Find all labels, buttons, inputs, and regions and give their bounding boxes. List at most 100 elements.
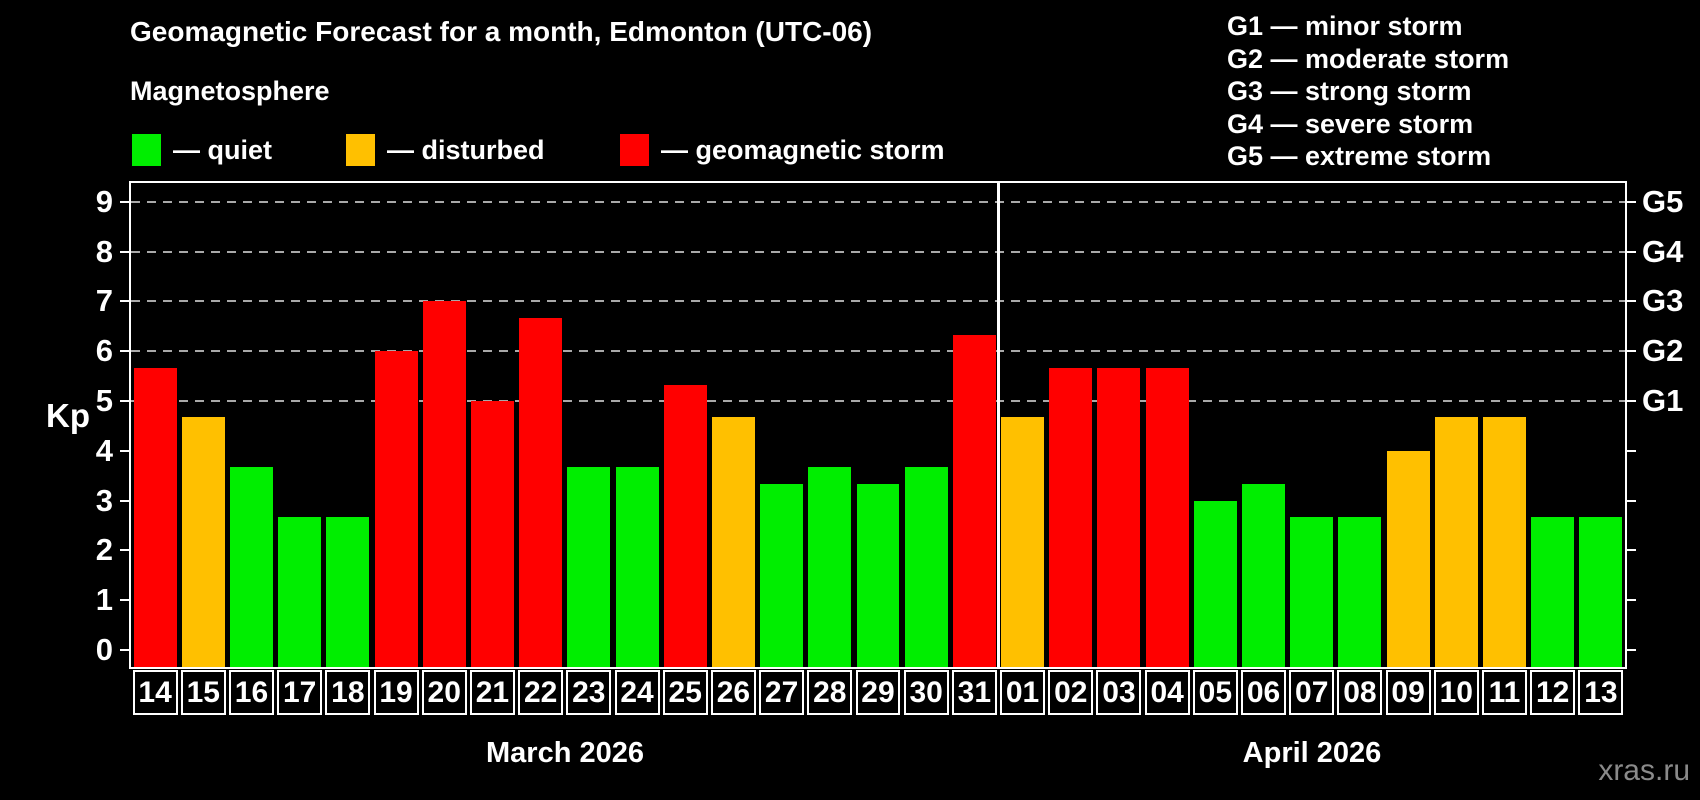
date-cell-12: 12 bbox=[1530, 670, 1576, 715]
y-tick-label-8: 8 bbox=[95, 233, 113, 269]
date-cell-16: 16 bbox=[228, 670, 274, 715]
y-tick-label-6: 6 bbox=[95, 333, 113, 369]
date-cell-04: 04 bbox=[1144, 670, 1190, 715]
y-tick-label-2: 2 bbox=[95, 532, 113, 568]
date-cell-29: 29 bbox=[855, 670, 901, 715]
kp-bar-day-14 bbox=[133, 367, 177, 667]
date-cell-24: 24 bbox=[614, 670, 660, 715]
y-axis-label-kp: Kp bbox=[46, 397, 90, 434]
kp-bar-day-10 bbox=[1434, 417, 1478, 667]
date-cell-14: 14 bbox=[132, 670, 178, 715]
y-tick-left-1 bbox=[120, 599, 131, 602]
date-cell-11: 11 bbox=[1482, 670, 1527, 715]
kp-bar-day-27 bbox=[760, 484, 804, 667]
y-tick-right-8 bbox=[1625, 250, 1636, 253]
date-cell-03: 03 bbox=[1096, 670, 1142, 715]
g-scale-tick-label-g4: G4 bbox=[1642, 233, 1684, 269]
kp-bar-day-15 bbox=[181, 417, 225, 667]
disturbed-legend-label: — disturbed bbox=[387, 135, 545, 165]
gridline-kp-5 bbox=[131, 400, 1625, 402]
g-scale-tick-label-g5: G5 bbox=[1642, 183, 1684, 219]
date-cell-19: 19 bbox=[373, 670, 419, 715]
kp-bar-day-16 bbox=[229, 467, 273, 667]
date-cell-30: 30 bbox=[903, 670, 949, 715]
kp-bar-day-29 bbox=[856, 484, 900, 667]
kp-bar-day-11 bbox=[1483, 417, 1526, 667]
page-title: Geomagnetic Forecast for a month, Edmont… bbox=[130, 16, 873, 47]
date-cell-28: 28 bbox=[807, 670, 853, 715]
kp-bar-day-20 bbox=[422, 301, 466, 667]
plot-area bbox=[129, 181, 1627, 669]
y-tick-right-4 bbox=[1625, 449, 1636, 452]
y-tick-label-0: 0 bbox=[95, 632, 113, 667]
storm-swatch-icon bbox=[620, 134, 649, 166]
g-scale-tick-label-g2: G2 bbox=[1642, 333, 1684, 369]
gridline-kp-9 bbox=[131, 200, 1625, 203]
kp-bar-day-30 bbox=[904, 467, 948, 667]
date-cell-22: 22 bbox=[518, 670, 564, 715]
date-cell-26: 26 bbox=[710, 670, 756, 715]
gridline-kp-8 bbox=[131, 250, 1625, 253]
date-cell-01: 01 bbox=[1000, 670, 1046, 715]
y-tick-right-0 bbox=[1625, 649, 1636, 651]
kp-bar-day-26 bbox=[711, 417, 755, 667]
g4-legend-line: G4 — severe storm bbox=[1227, 108, 1474, 139]
date-cell-31: 31 bbox=[951, 670, 997, 715]
y-tick-label-7: 7 bbox=[95, 283, 113, 319]
kp-bar-day-01 bbox=[1001, 417, 1045, 667]
kp-bar-day-31 bbox=[952, 334, 996, 667]
kp-bar-day-07 bbox=[1290, 517, 1334, 667]
month-label-march: March 2026 bbox=[486, 737, 644, 769]
kp-bar-day-25 bbox=[663, 384, 707, 667]
subtitle-magnetosphere: Magnetosphere bbox=[130, 76, 330, 106]
y-tick-left-0 bbox=[120, 649, 131, 651]
date-cell-05: 05 bbox=[1192, 670, 1238, 715]
disturbed-swatch-icon bbox=[346, 134, 375, 166]
y-tick-right-5 bbox=[1625, 400, 1636, 402]
date-cell-10: 10 bbox=[1433, 670, 1479, 715]
date-cell-08: 08 bbox=[1337, 670, 1383, 715]
kp-bar-day-02 bbox=[1049, 367, 1093, 667]
y-tick-right-7 bbox=[1625, 300, 1636, 303]
g5-legend-line: G5 — extreme storm bbox=[1227, 141, 1492, 171]
month-separator-line bbox=[996, 183, 1000, 667]
y-tick-left-9 bbox=[120, 200, 131, 203]
g-scale-legend: G1 — minor storm G2 — moderate storm G3 … bbox=[1227, 10, 1509, 173]
date-cell-18: 18 bbox=[325, 670, 371, 715]
month-label-april: April 2026 bbox=[1242, 737, 1382, 769]
date-cell-15: 15 bbox=[180, 670, 226, 715]
quiet-swatch-icon bbox=[132, 134, 161, 166]
y-tick-right-6 bbox=[1625, 350, 1636, 353]
y-tick-label-5: 5 bbox=[95, 383, 113, 418]
date-cell-07: 07 bbox=[1289, 670, 1335, 715]
kp-bar-day-19 bbox=[374, 351, 418, 667]
y-tick-label-9: 9 bbox=[95, 183, 113, 219]
y-tick-label-3: 3 bbox=[95, 482, 113, 518]
y-tick-left-7 bbox=[120, 300, 131, 303]
date-cell-27: 27 bbox=[759, 670, 805, 715]
date-cell-13: 13 bbox=[1578, 670, 1624, 715]
y-tick-left-4 bbox=[120, 449, 131, 452]
kp-bar-day-04 bbox=[1145, 367, 1189, 667]
kp-bar-day-23 bbox=[567, 467, 611, 667]
g3-legend-line: G3 — strong storm bbox=[1227, 76, 1472, 106]
kp-bar-day-28 bbox=[808, 467, 852, 667]
kp-bar-day-08 bbox=[1338, 517, 1382, 667]
y-tick-right-9 bbox=[1625, 200, 1636, 203]
y-tick-left-5 bbox=[120, 400, 131, 402]
kp-bar-day-24 bbox=[615, 467, 659, 667]
date-cell-25: 25 bbox=[662, 670, 708, 715]
kp-bar-day-06 bbox=[1242, 484, 1286, 667]
watermark: xras.ru bbox=[1598, 754, 1690, 787]
y-tick-label-1: 1 bbox=[95, 582, 113, 618]
date-cell-06: 06 bbox=[1241, 670, 1287, 715]
y-tick-left-8 bbox=[120, 250, 131, 253]
kp-bar-day-09 bbox=[1386, 450, 1430, 667]
kp-bar-day-12 bbox=[1531, 517, 1575, 667]
date-cell-02: 02 bbox=[1048, 670, 1094, 715]
kp-bar-day-22 bbox=[519, 317, 563, 667]
quiet-legend-label: — quiet bbox=[173, 135, 272, 165]
date-cell-09: 09 bbox=[1385, 670, 1431, 715]
gridline-kp-6 bbox=[131, 350, 1625, 353]
g-scale-tick-label-g1: G1 bbox=[1642, 383, 1684, 418]
